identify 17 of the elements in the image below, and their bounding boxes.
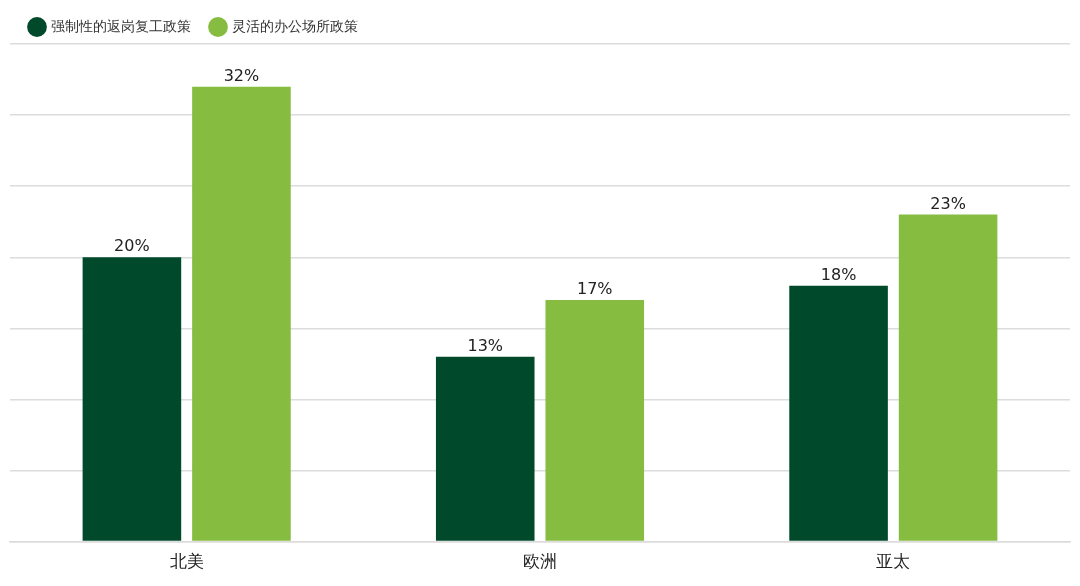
data-label: 23% [930,193,966,213]
data-label: 20% [114,236,150,256]
x-tick-label: 北美 [169,551,204,572]
bar [192,86,291,541]
bar [82,257,182,541]
bar [545,299,645,541]
bar [789,285,888,541]
legend-label: 灵活的办公场所政策 [232,17,358,34]
data-label: 32% [223,65,260,85]
data-label: 13% [467,335,504,355]
legend-label: 强制性的返岗复工政策 [51,17,191,34]
x-tick-label: 欧洲 [523,551,557,572]
data-label: 17% [576,279,613,299]
bar [898,214,998,541]
x-tick-label: 亚太 [876,551,911,572]
data-label: 18% [820,264,857,284]
bar [435,356,535,541]
